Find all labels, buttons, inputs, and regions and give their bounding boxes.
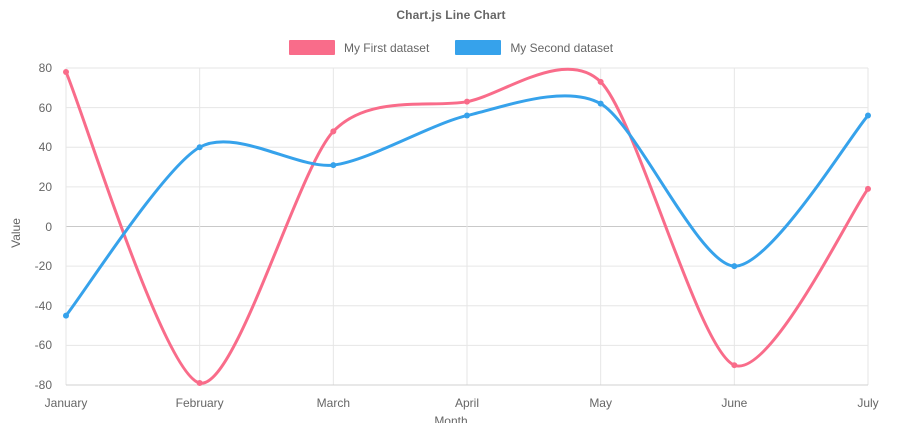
data-point[interactable] [196,144,203,151]
data-point[interactable] [597,78,604,85]
x-axis-tick-label: July [857,396,879,410]
y-axis-tick-label: 20 [38,179,52,194]
y-axis-title: Value [9,218,23,248]
legend-item-second-dataset[interactable]: My Second dataset [455,40,613,55]
legend-label-second-dataset: My Second dataset [510,40,614,55]
data-point[interactable] [196,380,203,387]
x-axis-tick-label: February [175,396,224,410]
x-axis-tick-label: March [316,396,350,410]
legend-label-first-dataset: My First dataset [343,40,430,55]
data-point[interactable] [330,128,337,135]
series-points [63,68,871,387]
x-axis-title: Month [434,414,468,423]
x-axis-tick-label: May [589,396,612,410]
legend-swatch-first-dataset [288,40,335,55]
legend-item-first-dataset[interactable]: My First dataset [288,40,430,55]
chart-title: Chart.js Line Chart [396,8,506,22]
data-point[interactable] [597,100,604,107]
y-axis-tick-label: 80 [38,61,52,75]
y-axis-tick-label: 60 [38,100,52,115]
y-axis-tick-label: -80 [34,378,52,392]
data-point[interactable] [464,98,470,105]
legend-swatch-second-dataset [455,40,502,55]
y-axis-tick-label: -60 [34,338,52,353]
x-axis-tick-label: June [721,396,748,410]
data-point[interactable] [731,263,738,270]
data-point[interactable] [63,68,69,75]
data-point[interactable] [63,312,69,319]
data-point[interactable] [330,162,337,169]
y-axis-tick-label: -40 [34,298,52,313]
y-axis-tick-label: 40 [38,140,52,155]
y-axis-tick-label: -20 [34,259,52,274]
data-point[interactable] [464,112,470,119]
chart-legend[interactable]: My First dataset My Second dataset [0,40,902,55]
data-point[interactable] [865,112,871,119]
x-axis-tick-label: April [454,396,479,410]
data-point[interactable] [731,362,738,369]
x-axis-tick-label: January [44,396,88,410]
data-point[interactable] [865,185,871,192]
y-axis-tick-label: 0 [45,219,52,234]
